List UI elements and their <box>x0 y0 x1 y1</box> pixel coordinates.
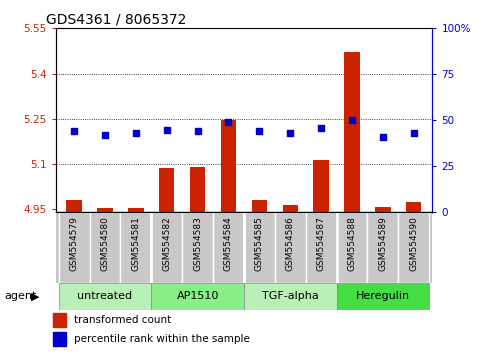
Point <box>317 125 325 131</box>
Point <box>256 129 263 134</box>
Point <box>163 127 170 132</box>
Bar <box>398 212 429 283</box>
Text: GSM554584: GSM554584 <box>224 216 233 271</box>
Text: GSM554580: GSM554580 <box>100 216 110 271</box>
Text: GSM554581: GSM554581 <box>131 216 141 271</box>
Bar <box>151 283 244 310</box>
Text: GSM554590: GSM554590 <box>409 216 418 271</box>
Bar <box>221 120 236 212</box>
Point <box>348 118 356 123</box>
Bar <box>58 212 89 283</box>
Text: untreated: untreated <box>77 291 132 302</box>
Bar <box>313 160 329 212</box>
Text: GSM554583: GSM554583 <box>193 216 202 271</box>
Bar <box>283 205 298 212</box>
Text: GSM554582: GSM554582 <box>162 216 171 271</box>
Point <box>286 130 294 136</box>
Text: GSM554587: GSM554587 <box>317 216 326 271</box>
Bar <box>337 212 368 283</box>
Bar <box>190 167 205 212</box>
Bar <box>344 52 360 212</box>
Point <box>132 130 140 136</box>
Bar <box>151 212 182 283</box>
Text: GSM554586: GSM554586 <box>286 216 295 271</box>
Point <box>379 134 387 140</box>
Bar <box>182 212 213 283</box>
Text: percentile rank within the sample: percentile rank within the sample <box>74 335 250 344</box>
Text: transformed count: transformed count <box>74 315 171 325</box>
Bar <box>128 207 143 212</box>
Text: GSM554579: GSM554579 <box>70 216 79 271</box>
Text: AP1510: AP1510 <box>176 291 219 302</box>
Text: Heregulin: Heregulin <box>356 291 410 302</box>
Bar <box>53 313 67 327</box>
Point <box>410 130 418 136</box>
Text: GDS4361 / 8065372: GDS4361 / 8065372 <box>46 12 186 27</box>
Bar <box>159 168 174 212</box>
Bar <box>368 212 398 283</box>
Bar <box>252 200 267 212</box>
Bar <box>306 212 337 283</box>
Point <box>194 129 201 134</box>
Text: ▶: ▶ <box>31 291 40 302</box>
Point <box>225 119 232 125</box>
Bar <box>244 212 275 283</box>
Bar <box>97 209 113 212</box>
Text: GSM554588: GSM554588 <box>347 216 356 271</box>
Bar <box>89 212 120 283</box>
Text: GSM554585: GSM554585 <box>255 216 264 271</box>
Bar <box>337 283 429 310</box>
Bar <box>275 212 306 283</box>
Bar <box>213 212 244 283</box>
Bar <box>406 202 422 212</box>
Bar <box>53 332 67 346</box>
Text: agent: agent <box>5 291 37 302</box>
Bar <box>120 212 151 283</box>
Bar <box>58 283 151 310</box>
Text: TGF-alpha: TGF-alpha <box>262 291 319 302</box>
Point <box>70 129 78 134</box>
Bar <box>375 207 391 212</box>
Text: GSM554589: GSM554589 <box>378 216 387 271</box>
Point <box>101 132 109 138</box>
Bar <box>66 200 82 212</box>
Bar <box>244 283 337 310</box>
